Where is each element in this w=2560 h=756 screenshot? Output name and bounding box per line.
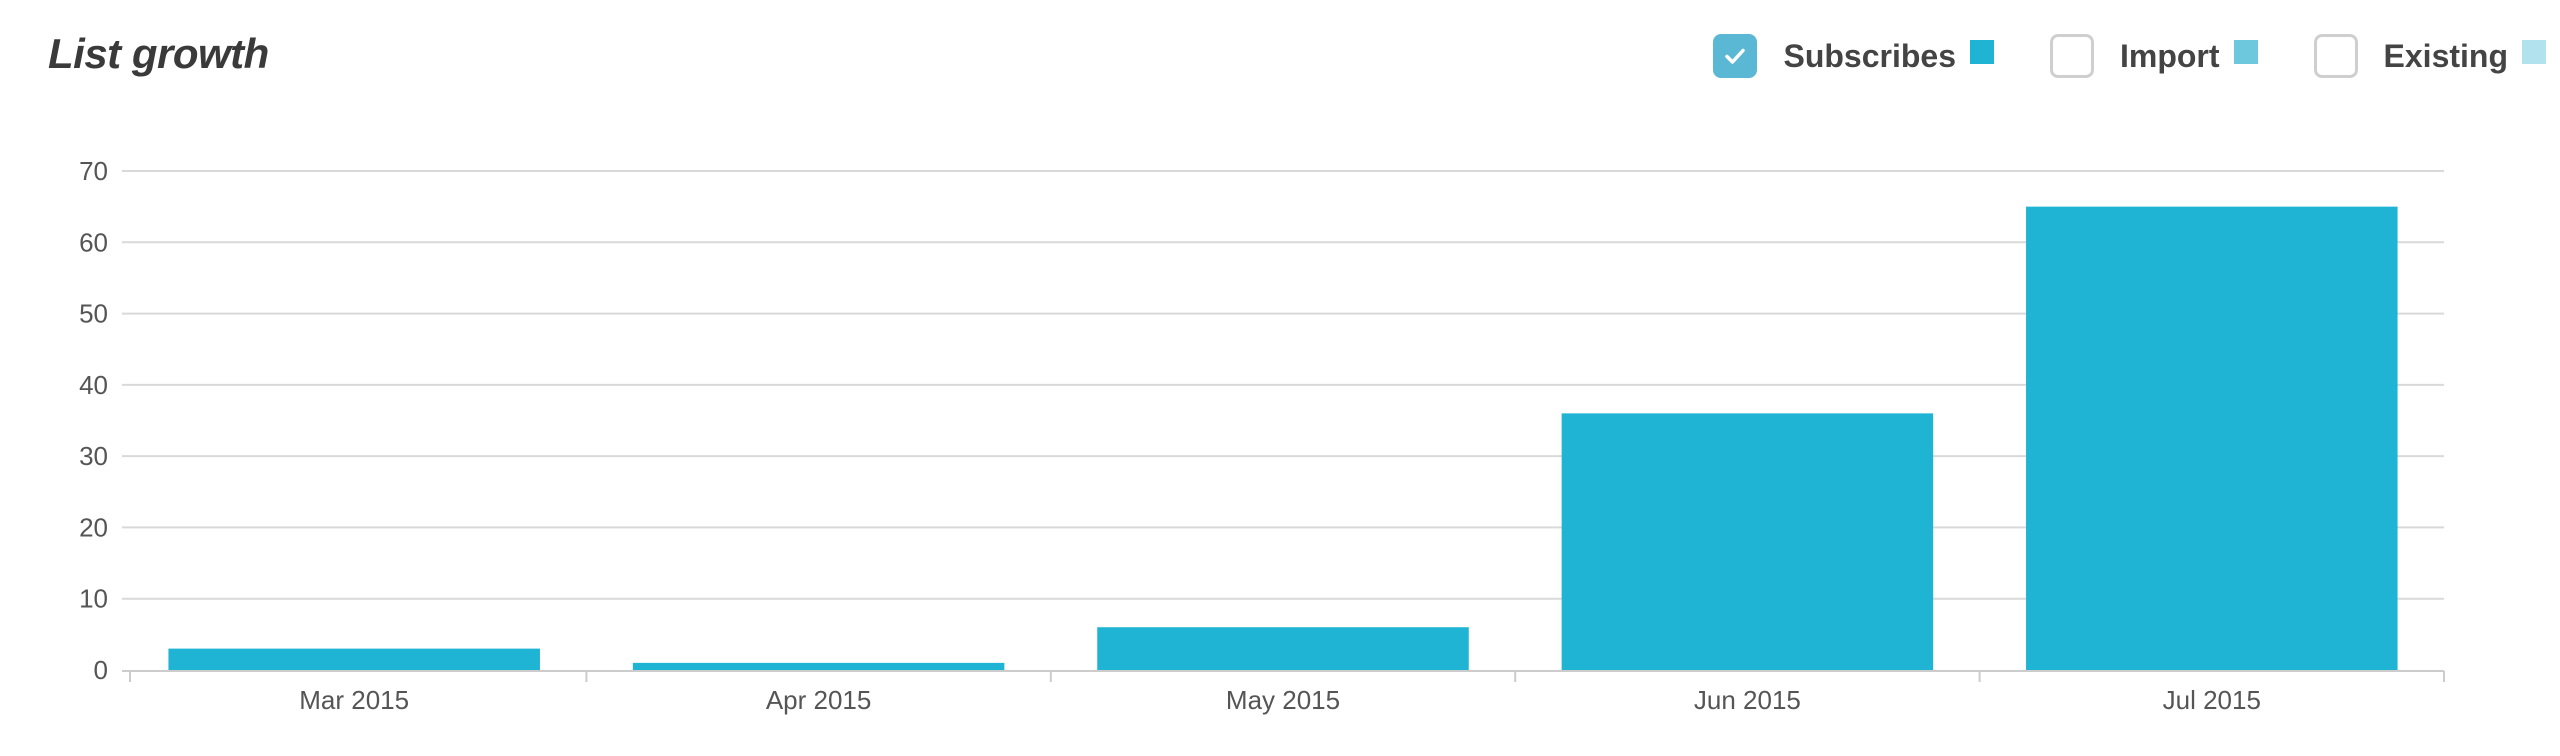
legend-label-import: Import xyxy=(2119,37,2220,74)
subscribes-checkbox[interactable] xyxy=(1713,34,1758,78)
y-tick-label-40: 40 xyxy=(79,370,108,400)
bar-jun-2015 xyxy=(1561,413,1934,670)
existing-checkbox[interactable] xyxy=(2313,34,2358,78)
checkmark-icon xyxy=(1725,48,1746,64)
bars xyxy=(168,206,2398,670)
x-tick-label-apr-2015: Apr 2015 xyxy=(766,685,872,715)
bar-mar-2015 xyxy=(168,648,540,670)
chart-title: List growth xyxy=(48,30,269,77)
x-tick-label-jun-2015: Jun 2015 xyxy=(1694,685,1801,715)
legend-label-existing: Existing xyxy=(2383,37,2508,74)
bar-jul-2015 xyxy=(2026,206,2398,670)
legend-label-subscribes: Subscribes xyxy=(1783,37,1956,74)
legend-swatch-import xyxy=(2233,40,2258,64)
x-tick-label-jul-2015: Jul 2015 xyxy=(2163,685,2261,715)
y-tick-label-20: 20 xyxy=(79,512,108,542)
legend-item-subscribes[interactable]: Subscribes xyxy=(1713,34,1994,78)
legend-item-existing[interactable]: Existing xyxy=(2313,34,2546,78)
x-tick-label-mar-2015: Mar 2015 xyxy=(299,685,409,715)
import-checkbox[interactable] xyxy=(2049,34,2094,78)
y-tick-label-70: 70 xyxy=(79,156,108,186)
legend-swatch-existing xyxy=(2522,40,2546,64)
legend-swatch-subscribes xyxy=(1969,40,1994,64)
y-axis: 0 10 20 30 40 50 60 70 xyxy=(79,156,108,685)
y-tick-label-60: 60 xyxy=(79,227,108,257)
chart-legend: Subscribes Import Existing xyxy=(1713,34,2546,78)
y-tick-label-30: 30 xyxy=(79,441,108,471)
y-tick-label-50: 50 xyxy=(79,299,108,329)
y-tick-label-10: 10 xyxy=(79,584,108,614)
bar-apr-2015 xyxy=(632,662,1005,670)
bar-may-2015 xyxy=(1097,627,1469,670)
y-tick-label-0: 0 xyxy=(94,655,108,685)
x-axis: Mar 2015 Apr 2015 May 2015 Jun 2015 Jul 2015 xyxy=(122,670,2445,715)
x-tick-label-may-2015: May 2015 xyxy=(1226,685,1340,715)
legend-item-import[interactable]: Import xyxy=(2049,34,2258,78)
